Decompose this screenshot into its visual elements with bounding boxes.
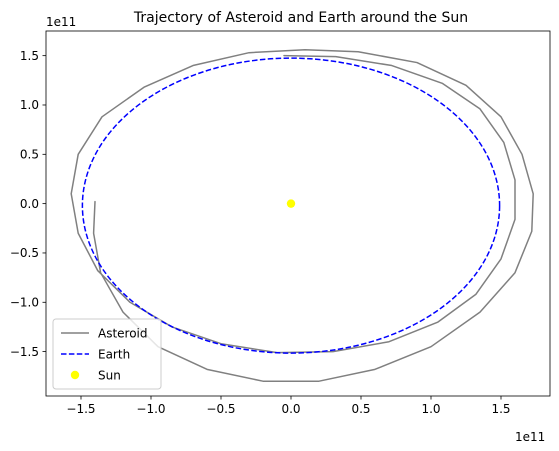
legend-sun-label: Sun [98, 368, 121, 382]
x-tick-label: 1.5 [491, 402, 510, 416]
legend-box [52, 318, 162, 390]
series-sun-marker [286, 199, 296, 208]
y-tick-label: 0.0 [20, 197, 39, 211]
plot-area [45, 30, 551, 397]
y-offset-text: 1e11 [46, 15, 76, 29]
series-asteroid-line [70, 48, 534, 382]
legend-asteroid-label: Asteroid [98, 326, 148, 340]
x-tick-label: 1.0 [421, 402, 440, 416]
chart-title: Trajectory of Asteroid and Earth around … [133, 10, 468, 26]
series-earth-line [81, 57, 501, 354]
x-tick-label: −0.5 [206, 402, 235, 416]
legend-earth-label: Earth [98, 347, 130, 361]
y-tick-label: −0.5 [10, 246, 39, 260]
y-tick-label: 1.0 [20, 98, 39, 112]
x-axis-ticks: −1.5 −1.0 −0.5 0.0 0.5 1.0 1.5 [66, 396, 511, 416]
legend: Asteroid Earth Sun [52, 318, 162, 390]
legend-sun-key [70, 370, 80, 380]
series-layer [70, 48, 534, 382]
y-tick-label: 1.5 [20, 49, 39, 63]
x-tick-label: −1.5 [66, 402, 95, 416]
axes-frame [45, 30, 551, 397]
y-axis-ticks: −1.5 −1.0 −0.5 0.0 0.5 1.0 1.5 [10, 49, 46, 359]
x-offset-text: 1e11 [515, 430, 545, 444]
x-tick-label: 0.0 [281, 402, 300, 416]
x-tick-label: −1.0 [136, 402, 165, 416]
x-tick-label: 0.5 [351, 402, 370, 416]
y-tick-label: −1.5 [10, 345, 39, 359]
y-tick-label: −1.0 [10, 295, 39, 309]
y-tick-label: 0.5 [20, 148, 39, 162]
